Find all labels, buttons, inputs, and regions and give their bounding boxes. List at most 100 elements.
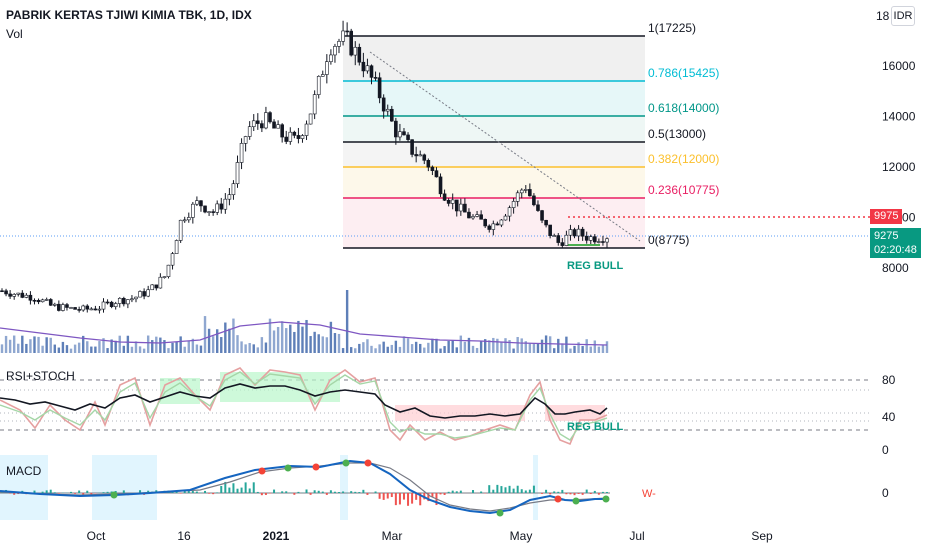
macd-hist-bar <box>565 493 568 495</box>
volume-bar <box>110 339 113 353</box>
volume-bar <box>216 329 219 353</box>
macd-hist-bar <box>57 493 60 494</box>
candle-body <box>357 46 362 63</box>
macd-hist-bar <box>597 493 600 495</box>
candle-body <box>268 112 272 123</box>
candle-body <box>304 123 309 136</box>
candle-body <box>264 112 268 129</box>
volume-bar <box>435 338 438 353</box>
macd-hist-bar <box>496 484 499 493</box>
fib-label-0: 0(8775) <box>648 233 689 247</box>
candle-body <box>48 299 53 306</box>
candle-body <box>365 65 370 72</box>
volume-bar <box>386 346 389 353</box>
volume-bar <box>553 348 556 353</box>
macd-hist-bar <box>338 492 341 493</box>
candle-body <box>373 77 378 79</box>
currency-button[interactable]: IDR <box>891 6 915 26</box>
volume-bar <box>427 342 430 353</box>
volume-bar <box>354 348 357 353</box>
macd-line <box>0 459 607 515</box>
macd-hist-bar <box>281 491 284 493</box>
macd-hist-bar <box>33 490 36 493</box>
volume-bar <box>358 343 361 353</box>
macd-cross-dots <box>110 459 610 517</box>
macd-hist-bar <box>244 482 247 493</box>
macd-hist-bar <box>317 490 320 493</box>
candle-body <box>65 304 69 308</box>
volume-bar <box>195 344 199 353</box>
macd-hist-bar <box>70 491 73 493</box>
volume-bar <box>138 346 142 353</box>
candle-body <box>36 299 41 303</box>
candle-body <box>280 124 284 138</box>
candle-body <box>418 154 423 157</box>
candle-body <box>20 292 25 298</box>
volume-bar <box>248 342 251 353</box>
macd-hist-bar <box>220 485 223 493</box>
volume-bar <box>508 340 511 353</box>
fib-labels: 1(17225) 0.786(15425) 0.618(14000) 0.5(1300… <box>648 21 719 247</box>
candle-body <box>507 207 512 217</box>
volume-bar <box>297 320 300 353</box>
macd-hist-bar <box>447 491 450 493</box>
macd-hist-bar <box>455 491 458 493</box>
macd-hist-bar <box>208 493 211 494</box>
macd-hist-bar <box>342 491 345 493</box>
volume-bar <box>479 340 483 353</box>
volume-bar <box>280 321 284 353</box>
volume-bar <box>467 337 471 353</box>
volume-bar <box>122 345 126 353</box>
volume-bar <box>4 335 8 353</box>
volume-bar <box>285 328 288 353</box>
candle-body <box>178 219 183 241</box>
volume-bar <box>276 326 280 353</box>
macd-hist-bar <box>236 488 239 493</box>
candle-body <box>109 301 114 307</box>
macd-hist-bar <box>273 489 276 493</box>
macd-hist-bar <box>541 493 544 494</box>
candle-body <box>52 303 57 306</box>
fib-zones <box>343 36 645 248</box>
volume-bar <box>561 343 564 353</box>
macd-hist-bar <box>577 493 580 494</box>
volume-bar <box>565 336 568 353</box>
candle-body <box>97 308 102 311</box>
macd-shade-3 <box>340 455 348 520</box>
candle-body <box>77 309 81 311</box>
candle-body <box>40 299 45 303</box>
volume-bar <box>272 330 276 353</box>
volume-bar <box>573 345 576 353</box>
macd-hist-bar <box>480 491 483 493</box>
volume-bar <box>390 344 393 353</box>
fib-label-0.5: 0.5(13000) <box>648 127 706 141</box>
candle-body <box>463 203 467 213</box>
target-price-tag: 9975 <box>870 209 903 224</box>
volume-bar <box>362 342 365 353</box>
candle-body <box>288 131 293 142</box>
candle-body <box>503 215 508 221</box>
volume-bar <box>155 336 158 353</box>
candle-body <box>146 289 150 297</box>
volume-bar <box>98 341 101 353</box>
macd-hist-bar <box>74 493 77 494</box>
volume-bar <box>146 335 150 353</box>
x-axis: Oct 16 2021 Mar May Jul Sep <box>87 529 773 543</box>
candle-body <box>73 307 77 310</box>
candle-body <box>276 124 280 129</box>
last-price-tag: 9275 02:20:48 <box>870 228 921 258</box>
volume-bar <box>516 336 519 353</box>
candle-body <box>381 97 386 112</box>
countdown-timer: 02:20:48 <box>874 244 917 256</box>
macd-hist-bar <box>139 490 142 493</box>
macd-signal-line <box>0 462 608 512</box>
volume-bar <box>370 345 373 353</box>
candle-body <box>300 135 305 139</box>
volume-bar <box>45 337 48 353</box>
volume-bar <box>106 348 109 353</box>
candle-body <box>568 229 573 236</box>
macd-hist-bar <box>191 490 194 493</box>
volume-bar <box>37 336 40 353</box>
candle-body <box>162 276 167 278</box>
